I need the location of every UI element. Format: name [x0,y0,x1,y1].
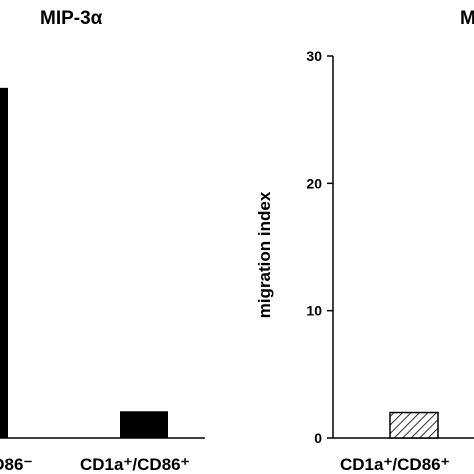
left-category-label-cd1a-cd86: CD1a⁺/CD86⁺ [80,455,190,474]
right-chart-title: M [460,8,474,29]
right-panel: M migration index 0 10 20 30 CD1a⁺/CD86⁺ [255,8,474,474]
y-axis-label: migration index [255,191,274,318]
y-tick-label-1: 10 [306,303,322,319]
y-tick-label-3: 30 [306,48,322,64]
left-category-label-cd86neg: CD86⁻ [0,455,32,474]
y-tick-label-0: 0 [314,430,322,446]
left-chart-title: MIP-3α [40,8,103,29]
right-category-label-cd1a-cd86: CD1a⁺/CD86⁺ [340,455,450,474]
left-panel: MIP-3α CD86⁻ CD1a⁺/CD86⁺ [0,8,205,474]
right-bar-0 [389,411,439,439]
y-tick-label-2: 20 [306,175,322,191]
left-bar-1 [120,411,168,438]
left-bar-0 [0,87,8,438]
